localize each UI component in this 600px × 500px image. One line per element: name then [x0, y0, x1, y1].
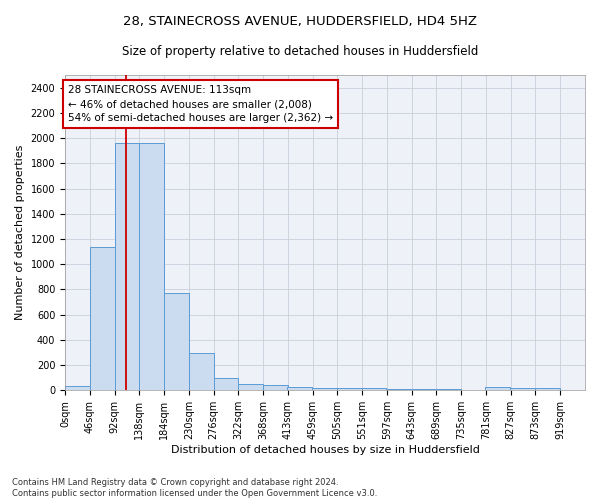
Bar	[90, 246, 115, 390]
Text: Size of property relative to detached houses in Huddersfield: Size of property relative to detached ho…	[122, 45, 478, 58]
Text: 28, STAINECROSS AVENUE, HUDDERSFIELD, HD4 5HZ: 28, STAINECROSS AVENUE, HUDDERSFIELD, HD…	[123, 15, 477, 28]
Bar	[263, 384, 288, 390]
Bar	[535, 388, 560, 390]
Bar	[287, 386, 312, 390]
Bar	[115, 143, 139, 390]
Bar	[189, 352, 214, 391]
Bar	[510, 388, 535, 390]
Bar	[337, 388, 362, 390]
Bar	[411, 389, 436, 390]
Bar	[362, 388, 386, 390]
Bar	[312, 388, 337, 390]
Bar	[214, 378, 238, 390]
Bar	[65, 386, 90, 390]
Y-axis label: Number of detached properties: Number of detached properties	[15, 145, 25, 320]
Bar	[238, 384, 263, 390]
Bar	[164, 293, 189, 390]
Bar	[139, 143, 164, 390]
Bar	[485, 386, 510, 390]
Text: 28 STAINECROSS AVENUE: 113sqm
← 46% of detached houses are smaller (2,008)
54% o: 28 STAINECROSS AVENUE: 113sqm ← 46% of d…	[68, 85, 333, 123]
Text: Contains HM Land Registry data © Crown copyright and database right 2024.
Contai: Contains HM Land Registry data © Crown c…	[12, 478, 377, 498]
Bar	[386, 389, 411, 390]
X-axis label: Distribution of detached houses by size in Huddersfield: Distribution of detached houses by size …	[170, 445, 479, 455]
